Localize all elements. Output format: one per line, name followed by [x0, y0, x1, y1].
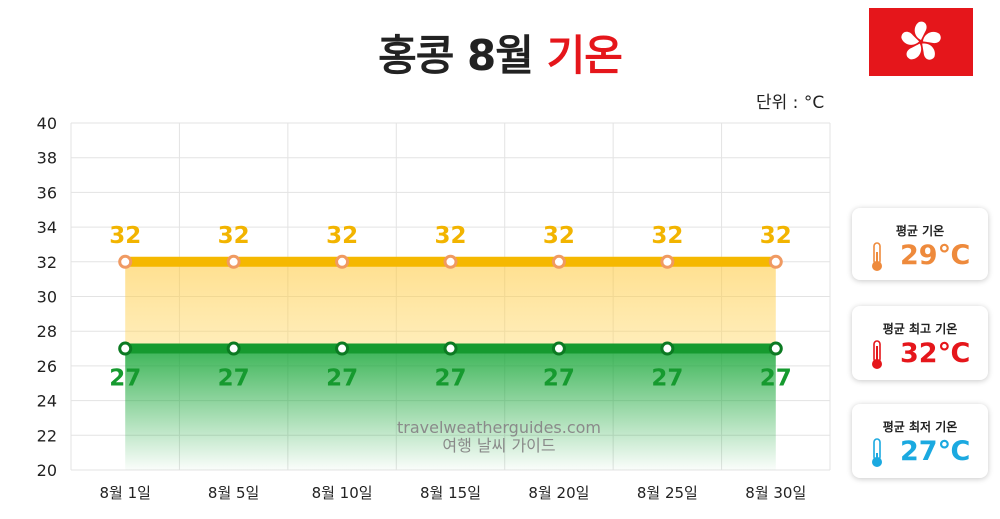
- y-tick-label: 28: [37, 322, 57, 341]
- low-area-fill: [125, 348, 776, 470]
- y-tick-label: 36: [37, 183, 57, 202]
- avg-high-label: 평균 최고 기온: [882, 322, 958, 336]
- hong-kong-flag: [869, 8, 973, 76]
- low-temp-data-label: 27: [651, 366, 683, 392]
- avg-temp-label: 평균 기온: [895, 224, 945, 238]
- low-temp-data-label: 27: [760, 366, 792, 392]
- y-tick-label: 40: [37, 114, 57, 133]
- x-tick-label: 8월 30일: [745, 484, 806, 502]
- avg-temp-card: 평균 기온 29℃: [852, 208, 988, 280]
- high-temp-point: [551, 254, 566, 269]
- high-temp-point: [226, 254, 241, 269]
- thermometer-icon: [872, 242, 882, 271]
- avg-temp-value: 29℃: [900, 240, 971, 271]
- avg-high-value: 32℃: [900, 338, 971, 369]
- x-tick-label: 8월 20일: [528, 484, 589, 502]
- high-temp-data-label: 32: [651, 223, 683, 249]
- title-prefix: 홍콩 8월: [378, 31, 534, 80]
- high-temp-point: [335, 254, 350, 269]
- high-temp-point: [118, 254, 133, 269]
- watermark-text: 여행 날씨 가이드: [442, 436, 555, 455]
- unit-label: 단위 : °C: [756, 93, 825, 113]
- watermark-url: travelweatherguides.com: [397, 418, 601, 437]
- y-tick-label: 26: [37, 357, 57, 376]
- high-temp-data-label: 32: [109, 223, 141, 249]
- low-temp-point: [226, 341, 241, 356]
- x-tick-label: 8월 1일: [99, 484, 150, 502]
- title-highlight: 기온: [546, 31, 623, 80]
- thermometer-icon: [872, 438, 882, 467]
- high-temp-data-label: 32: [218, 223, 250, 249]
- temperature-chart: travelweatherguides.com 여행 날씨 가이드 32 32 32…: [37, 114, 831, 502]
- high-temp-data-label: 32: [326, 223, 358, 249]
- y-tick-label: 30: [37, 288, 57, 307]
- x-tick-label: 8월 10일: [312, 484, 373, 502]
- avg-low-label: 평균 최저 기온: [882, 420, 958, 434]
- low-temp-point: [118, 341, 133, 356]
- high-temp-point: [443, 254, 458, 269]
- low-temp-data-label: 27: [434, 366, 466, 392]
- low-temp-point: [660, 341, 675, 356]
- bauhinia-flower-icon: [901, 21, 941, 60]
- chart-title: 홍콩 8월 기온: [0, 22, 1000, 83]
- avg-low-value: 27℃: [900, 436, 971, 467]
- low-temp-point: [335, 341, 350, 356]
- x-tick-label: 8월 25일: [637, 484, 698, 502]
- y-tick-label: 22: [37, 426, 57, 445]
- high-temp-data-label: 32: [543, 223, 575, 249]
- low-temp-point: [768, 341, 783, 356]
- low-temp-point: [443, 341, 458, 356]
- y-tick-label: 32: [37, 253, 57, 272]
- x-tick-label: 8월 5일: [208, 484, 259, 502]
- high-area-fill: [125, 261, 776, 349]
- high-temp-data-label: 32: [760, 223, 792, 249]
- low-temp-data-label: 27: [543, 366, 575, 392]
- low-temp-data-label: 27: [109, 366, 141, 392]
- axis-labels: 20 22 24 26 28 30 32 34 36 38 40 8월 1일 8월 5일 8월 10일 8월…: [37, 114, 807, 502]
- x-tick-label: 8월 15일: [420, 484, 481, 502]
- high-temp-point: [768, 254, 783, 269]
- y-tick-label: 24: [37, 392, 57, 411]
- y-tick-label: 34: [37, 218, 57, 237]
- avg-high-card: 평균 최고 기온 32℃: [852, 306, 988, 380]
- avg-low-card: 평균 최저 기온 27℃: [852, 404, 988, 478]
- thermometer-icon: [872, 340, 882, 369]
- low-temp-point: [551, 341, 566, 356]
- high-temp-data-label: 32: [434, 223, 466, 249]
- high-temp-point: [660, 254, 675, 269]
- y-tick-label: 20: [37, 461, 57, 480]
- area-fills: [125, 261, 776, 470]
- y-tick-label: 38: [37, 149, 57, 168]
- low-temp-data-label: 27: [326, 366, 358, 392]
- low-temp-data-label: 27: [218, 366, 250, 392]
- series-markers: 32 32 32 32 32 32 32 27 27 27 27 27 27 27: [109, 223, 792, 392]
